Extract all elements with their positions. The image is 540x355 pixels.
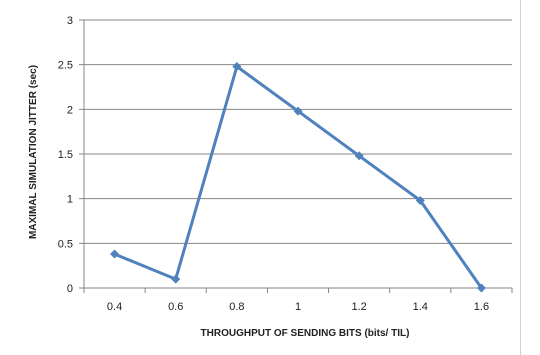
x-tick-label: 0.6 [168,301,183,313]
y-tick-label: 2.5 [58,60,73,72]
x-axis-title: THROUGHPUT OF SENDING BITS (bits/ TIL) [201,328,410,339]
data-point-marker [293,106,303,116]
chart-frame: 0 0.5 1 1.5 2 2.5 3 0.4 0.6 0.8 1 1.2 1.4 1.6 THROUG… [28,0,521,355]
axes [79,19,513,293]
data-point-marker [171,274,181,284]
y-tick-labels: 0 0.5 1 1.5 2 2.5 3 [58,15,73,295]
x-tick-label: 1 [295,301,301,313]
data-point-marker [110,249,120,259]
data-point-marker [476,283,486,293]
series-line [114,65,483,289]
y-tick-label: 3 [67,15,73,27]
y-tick-label: 1 [67,194,73,206]
grid-lines [84,19,512,244]
x-tick-label: 0.4 [107,301,122,313]
x-tick-label: 1.6 [474,301,489,313]
x-tick-label: 0.8 [229,301,244,313]
y-tick-label: 1.5 [58,149,73,161]
y-tick-label: 0.5 [58,238,73,250]
y-tick-label: 0 [67,283,73,295]
y-tick-label: 2 [67,104,73,116]
series-markers [110,61,486,293]
line-chart: 0 0.5 1 1.5 2 2.5 3 0.4 0.6 0.8 1 1.2 1.4 1.6 THROUG… [28,15,513,339]
x-tick-label: 1.2 [351,301,366,313]
x-tick-label: 1.4 [413,301,428,313]
data-point-marker [354,151,364,161]
data-point-marker [232,61,242,71]
x-tick-labels: 0.4 0.6 0.8 1 1.2 1.4 1.6 [107,301,489,313]
y-axis-title: MAXIMAL SIMULATION JITTER (sec) [28,65,39,239]
data-point-marker [415,195,425,205]
